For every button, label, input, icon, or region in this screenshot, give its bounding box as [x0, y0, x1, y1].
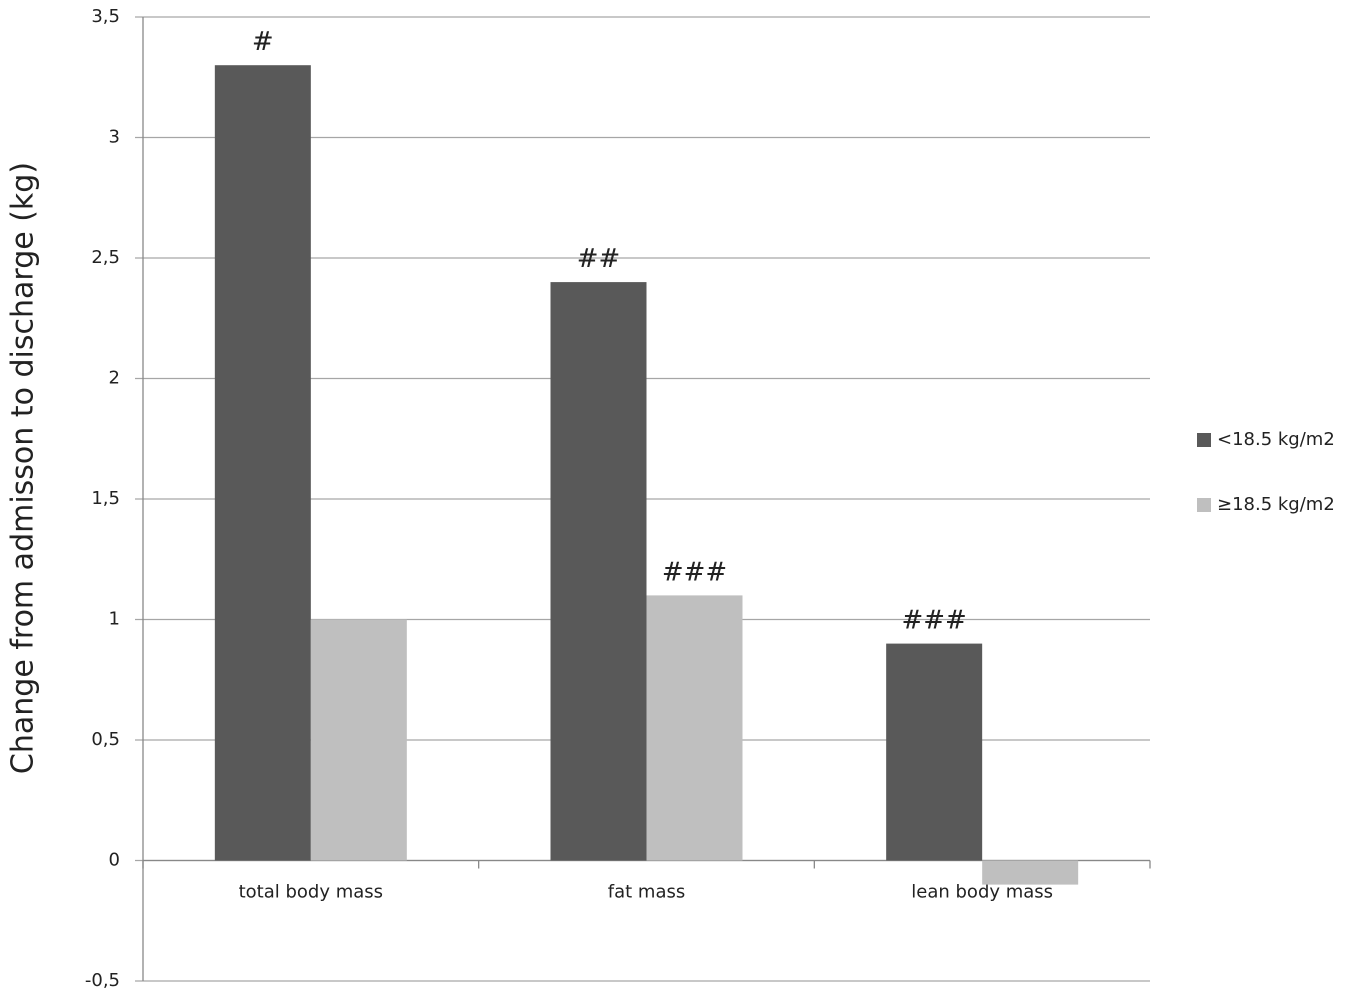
bar	[982, 860, 1079, 885]
bar	[214, 65, 311, 861]
x-tick-label: lean body mass	[911, 882, 1053, 903]
bar	[310, 619, 407, 861]
annotation: ###	[901, 606, 966, 636]
y-tick-label: 0,5	[91, 729, 120, 750]
y-tick-label: 2,5	[91, 247, 120, 268]
annotation: ##	[577, 244, 621, 274]
annotation: ###	[662, 557, 727, 587]
x-tick-label: total body mass	[239, 882, 383, 903]
legend-label: <18.5 kg/m2	[1217, 429, 1335, 450]
annotation: #	[252, 27, 274, 57]
y-axis-label: Change from admisson to discharge (kg)	[6, 162, 41, 774]
legend-swatch	[1197, 433, 1211, 447]
bar	[886, 643, 983, 861]
y-tick-label: 3,5	[91, 6, 120, 27]
legend-label: ≥18.5 kg/m2	[1217, 494, 1335, 515]
y-tick-label: 3	[109, 127, 120, 148]
y-tick-label: 1,5	[91, 488, 120, 509]
y-tick-label: 1	[109, 609, 120, 630]
legend-swatch	[1197, 498, 1211, 512]
x-tick-label: fat mass	[608, 882, 685, 903]
bar	[646, 595, 743, 861]
y-tick-label: 2	[109, 368, 120, 389]
bar	[550, 282, 647, 861]
y-tick-label: 0	[109, 850, 120, 871]
y-tick-label: -0,5	[85, 970, 120, 991]
